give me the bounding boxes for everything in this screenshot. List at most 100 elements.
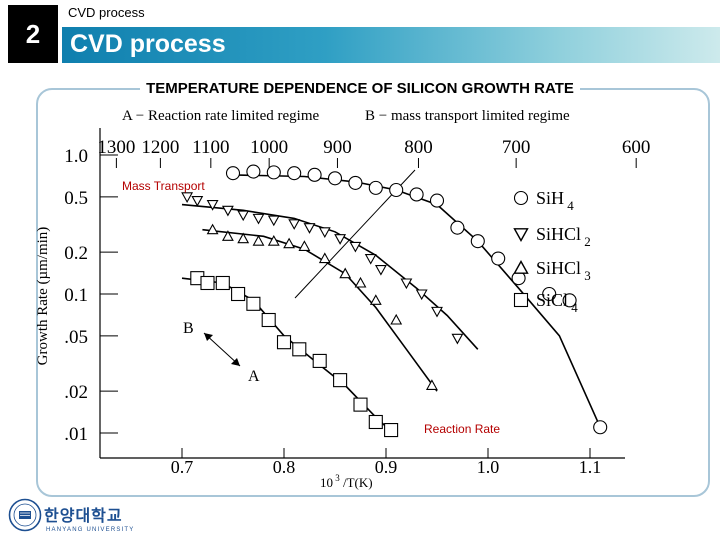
data-point-sihcl2: [288, 219, 301, 230]
x-tick-label: 0.7: [171, 457, 194, 477]
annotation-mass-transport: Mass Transport: [122, 179, 205, 193]
data-point-sicl4: [215, 275, 230, 291]
legend-label-sih4: SiH 4: [536, 188, 574, 213]
legend-label-sihcl3: SiHCl 3: [536, 258, 591, 283]
data-point-sihcl2: [267, 215, 280, 227]
label-b: B: [183, 320, 194, 337]
data-point-sih4: [327, 171, 343, 186]
data-point-sih4: [542, 286, 557, 302]
x-tick-label: 0.8: [273, 457, 296, 477]
data-point-sihcl2: [252, 213, 265, 225]
header-bar: CVD process: [62, 27, 720, 63]
data-point-sihcl3: [206, 223, 219, 235]
data-point-sihcl3: [339, 267, 352, 279]
top-tick-label: 1200: [141, 137, 179, 158]
data-point-sicl4: [276, 335, 292, 350]
section-number: 2: [8, 5, 58, 63]
data-point-sihcl3: [298, 240, 311, 251]
header-small-title: CVD process: [68, 5, 145, 20]
top-tick-label: 700: [502, 137, 531, 158]
legend-marker-sihcl2: [513, 228, 529, 242]
y-tick-label: 0.1: [64, 285, 88, 306]
legend-label-sicl4: SiCl 4: [536, 290, 578, 315]
y-tick-label: 0.5: [64, 188, 88, 209]
data-point-sih4: [368, 180, 383, 195]
data-point-sicl4: [353, 397, 368, 412]
data-point-sihcl2: [237, 210, 250, 222]
data-point-sihcl2: [431, 306, 443, 318]
data-point-sih4: [491, 251, 506, 266]
data-point-sih4: [450, 220, 465, 235]
data-point-sihcl2: [415, 289, 428, 301]
data-point-sicl4: [312, 353, 327, 368]
y-tick-label: .05: [64, 327, 88, 348]
data-point-sihcl2: [451, 333, 464, 345]
chart-title-wrap: TEMPERATURE DEPENDENCE OF SILICON GROWTH…: [0, 80, 720, 97]
data-point-sih4: [266, 165, 281, 180]
y-tick-label: 0.2: [64, 243, 88, 264]
data-point-sih4: [409, 187, 424, 202]
y-axis-label: Growth Rate (µm/min): [35, 227, 51, 366]
legend-marker-sihcl3: [513, 260, 529, 274]
data-point-sih4: [287, 166, 302, 181]
data-point-sihcl2: [191, 196, 204, 207]
data-point-sicl4: [292, 342, 307, 357]
top-tick-label: 1100: [192, 137, 229, 158]
data-point-sihcl3: [267, 235, 280, 246]
data-point-sih4: [225, 166, 241, 181]
legend-marker-sicl4: [513, 292, 529, 308]
data-point-sicl4: [368, 414, 383, 430]
data-point-sihcl2: [221, 205, 234, 217]
university-name-korean: 한양대학교: [44, 508, 123, 525]
x-tick-label: 1.1: [579, 457, 602, 477]
data-point-sicl4: [200, 275, 215, 291]
data-point-sih4: [246, 164, 261, 179]
data-point-sih4: [348, 175, 363, 190]
top-tick-label: 800: [404, 137, 433, 158]
data-point-sihcl3: [425, 379, 438, 390]
data-point-sihcl2: [364, 253, 377, 265]
data-point-sihcl2: [400, 278, 413, 290]
header-bar-title: CVD process: [70, 30, 226, 58]
data-point-sihcl3: [237, 232, 250, 244]
x-tick-label: 0.9: [375, 457, 398, 477]
university-logo-icon: [8, 498, 42, 532]
data-point-sihcl2: [349, 241, 362, 253]
label-a: A: [248, 368, 260, 385]
legend-marker-sih4: [513, 190, 529, 206]
data-point-sihcl2: [374, 264, 387, 276]
top-tick-label: 600: [622, 137, 651, 158]
data-point-sihcl2: [206, 200, 219, 211]
data-point-sihcl3: [390, 313, 403, 325]
data-point-sihcl3: [283, 237, 296, 249]
data-point-sihcl2: [181, 192, 194, 203]
data-point-sicl4: [333, 373, 348, 388]
data-point-sih4: [429, 193, 445, 208]
data-point-sicl4: [261, 312, 276, 328]
x-tick-label: 1.0: [477, 457, 500, 477]
chart-title: TEMPERATURE DEPENDENCE OF SILICON GROWTH…: [140, 80, 580, 97]
data-point-sih4: [389, 182, 404, 198]
top-tick-label: 1000: [250, 137, 288, 158]
annotation-arrowhead-b: [204, 333, 213, 341]
data-point-sicl4: [231, 286, 246, 302]
data-point-sihcl3: [318, 252, 331, 264]
annotation-arrowhead-a: [231, 358, 240, 366]
data-point-sihcl3: [354, 276, 367, 288]
data-point-sicl4: [246, 296, 261, 311]
annotation-arrow-line: [203, 332, 241, 367]
data-point-sihcl3: [252, 235, 265, 246]
fit-curve-sicl4: [181, 277, 397, 437]
regime-note-b: B − mass transport limited regime: [365, 108, 570, 124]
top-tick-label: 1300: [97, 137, 135, 158]
data-point-sihcl3: [221, 230, 234, 241]
y-tick-label: .01: [64, 424, 88, 445]
annotation-reaction-rate: Reaction Rate: [424, 422, 500, 436]
data-point-sihcl3: [369, 294, 382, 305]
data-point-sicl4: [384, 423, 399, 438]
regime-note-a: A − Reaction rate limited regime: [122, 108, 319, 124]
x-axis-label: 10 3 /T(K): [320, 473, 373, 490]
y-tick-label: 1.0: [64, 146, 88, 167]
data-point-sih4: [470, 234, 485, 249]
